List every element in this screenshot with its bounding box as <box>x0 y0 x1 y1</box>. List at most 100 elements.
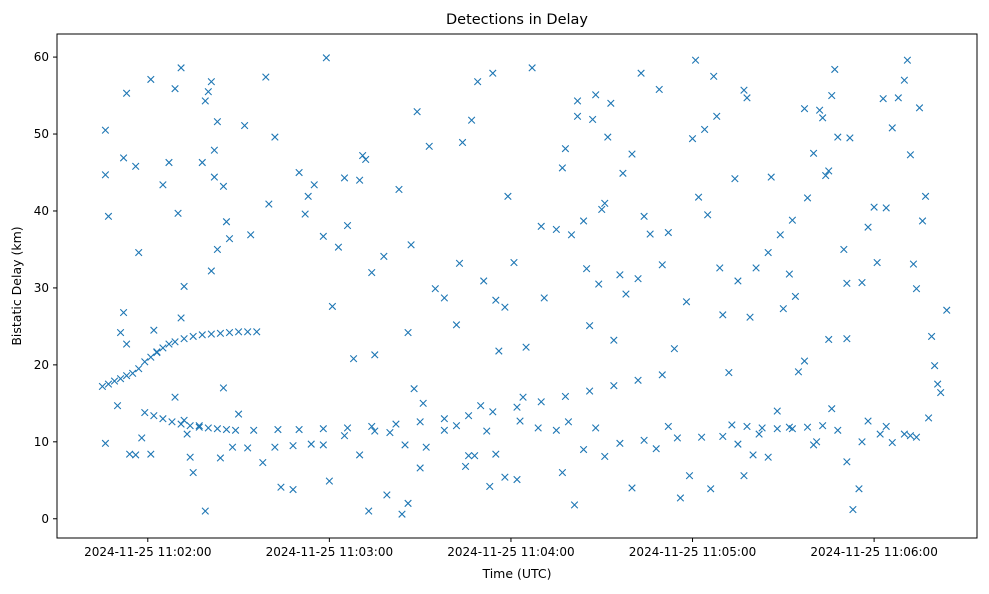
data-point <box>800 104 809 113</box>
data-point <box>392 420 400 428</box>
data-point <box>519 393 527 401</box>
data-point <box>570 501 579 509</box>
data-point <box>355 176 364 184</box>
data-point <box>295 425 303 434</box>
y-tick-label: 0 <box>41 512 49 526</box>
data-point <box>204 424 213 432</box>
data-point <box>325 477 334 485</box>
data-point <box>310 181 318 189</box>
data-point <box>262 73 270 81</box>
x-axis: 2024-11-25 11:02:00 2024-11-25 11:03:00 20… <box>84 538 938 559</box>
data-point <box>785 423 794 431</box>
data-point <box>601 199 609 207</box>
data-point <box>821 171 830 180</box>
x-tick-label: 2024-11-25 11:04:00 <box>447 545 574 559</box>
data-point <box>165 158 173 167</box>
data-point <box>843 335 851 343</box>
data-point <box>900 430 909 438</box>
data-point <box>455 259 464 267</box>
data-point <box>213 425 222 433</box>
data-point <box>295 168 303 177</box>
data-point <box>186 421 194 430</box>
data-point <box>368 422 376 431</box>
data-point <box>773 425 781 433</box>
data-point <box>301 210 309 218</box>
data-point <box>540 294 548 302</box>
data-point <box>864 417 872 425</box>
data-point <box>728 421 736 429</box>
x-tick-label: 2024-11-25 11:05:00 <box>629 545 756 559</box>
data-point <box>480 277 488 285</box>
data-point <box>458 138 467 147</box>
data-point <box>534 424 542 432</box>
data-point <box>135 365 143 373</box>
data-point <box>101 171 110 179</box>
data-point <box>440 294 449 302</box>
data-point <box>440 426 449 434</box>
data-point <box>495 347 503 355</box>
data-point <box>473 78 482 86</box>
data-point <box>483 427 491 435</box>
data-point <box>186 453 194 461</box>
data-point <box>773 407 781 415</box>
data-point <box>734 440 742 448</box>
data-point <box>416 464 424 472</box>
data-point <box>882 422 890 431</box>
data-point <box>558 468 567 477</box>
data-point <box>640 212 648 221</box>
data-point <box>183 430 191 438</box>
data-point <box>225 328 234 337</box>
data-point <box>201 97 209 105</box>
data-point <box>180 416 188 424</box>
data-point <box>101 126 110 134</box>
data-point <box>831 65 839 74</box>
data-point <box>343 424 352 432</box>
data-point <box>537 398 545 406</box>
data-point <box>610 336 618 344</box>
data-point <box>818 114 827 122</box>
data-point <box>147 450 155 458</box>
data-point <box>422 443 430 451</box>
data-point <box>122 89 131 97</box>
data-point <box>122 340 131 348</box>
data-point <box>395 185 403 194</box>
data-point <box>834 133 842 141</box>
data-point <box>906 431 915 440</box>
data-point <box>691 56 700 64</box>
data-point <box>104 380 113 388</box>
data-point <box>250 426 258 434</box>
data-point <box>628 150 636 158</box>
data-point <box>153 348 161 356</box>
data-point <box>231 426 240 434</box>
data-point <box>906 151 915 159</box>
data-point <box>579 217 588 225</box>
data-point <box>915 104 924 112</box>
data-point <box>637 69 645 77</box>
data-point <box>858 438 866 446</box>
data-point <box>855 485 863 493</box>
data-point <box>734 277 742 285</box>
data-point <box>713 112 721 121</box>
data-point <box>776 231 784 239</box>
data-point <box>219 182 228 191</box>
chart-title: Detections in Delay <box>446 12 588 28</box>
data-point <box>752 264 760 272</box>
data-point <box>201 507 209 515</box>
data-point <box>561 144 570 153</box>
data-point <box>464 411 473 420</box>
y-tick-label: 40 <box>34 204 49 218</box>
data-point <box>486 482 494 491</box>
data-point <box>924 414 933 422</box>
data-point <box>706 485 715 493</box>
data-point <box>888 438 896 447</box>
data-point <box>700 125 709 134</box>
data-point <box>138 434 146 442</box>
data-point <box>673 434 682 442</box>
data-point <box>104 212 113 221</box>
data-point <box>918 217 927 225</box>
data-point <box>882 204 890 212</box>
data-point <box>634 376 642 384</box>
data-point <box>607 99 615 107</box>
data-point <box>135 248 143 257</box>
